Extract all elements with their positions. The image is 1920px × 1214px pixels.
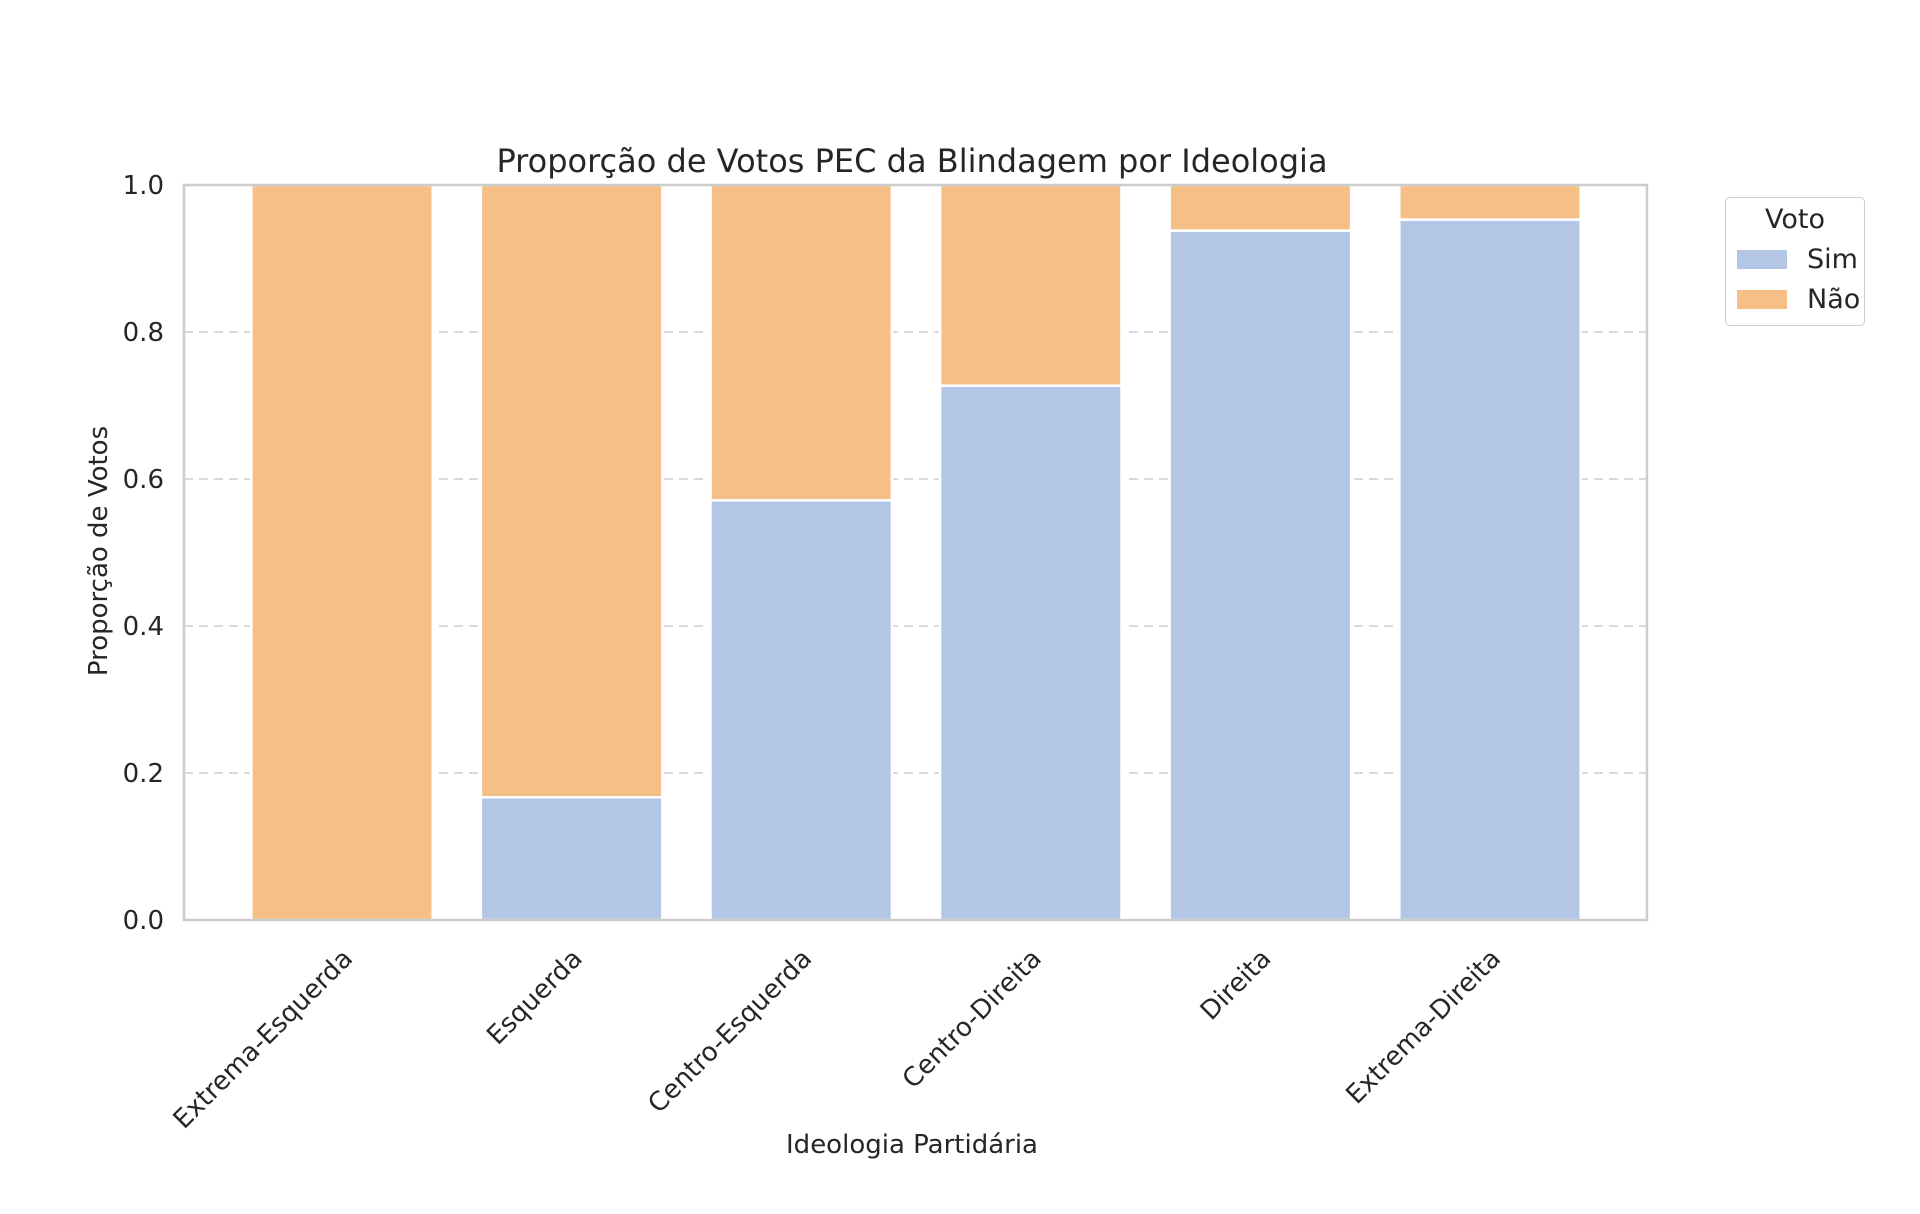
legend: Voto Sim Não [1725, 197, 1865, 326]
x-tick-label: Extrema-Direita [1340, 944, 1507, 1111]
chart-title: Proporção de Votos PEC da Blindagem por … [496, 142, 1327, 180]
y-tick-label: 0.2 [123, 759, 164, 789]
x-tick-label: Esquerda [481, 944, 588, 1051]
legend-swatch-nao [1737, 289, 1787, 309]
legend-label-nao: Não [1807, 283, 1861, 315]
x-tick-label: Centro-Direita [897, 944, 1048, 1095]
bar-no-2 [709, 183, 894, 502]
y-tick-label: 0.8 [123, 318, 164, 348]
bar-no-0 [250, 183, 434, 922]
plot-frame [182, 183, 1649, 922]
bar-sim-5 [1398, 218, 1582, 922]
x-tick-label: Direita [1195, 944, 1278, 1027]
bars [250, 183, 1582, 922]
legend-swatch-sim [1737, 249, 1787, 269]
bar-sim-4 [1168, 229, 1353, 922]
x-tick-label: Extrema-Esquerda [168, 944, 359, 1135]
y-tick-label: 0.0 [123, 906, 164, 936]
y-tick-label: 0.4 [123, 612, 164, 642]
legend-title: Voto [1765, 204, 1825, 235]
bar-sim-1 [479, 796, 664, 922]
y-tick-labels: 0.0 0.2 0.4 0.6 0.8 1.0 [123, 171, 164, 936]
y-tick-label: 1.0 [123, 171, 164, 201]
bar-no-3 [938, 183, 1123, 387]
bar-sim-3 [938, 384, 1123, 922]
x-tick-label: Centro-Esquerda [643, 944, 819, 1120]
bar-sim-2 [709, 499, 894, 922]
legend-label-sim: Sim [1807, 243, 1858, 275]
legend-item-nao: Não [1737, 283, 1861, 315]
x-tick-labels: Extrema-Esquerda Esquerda Centro-Esquerda C… [168, 944, 1507, 1135]
x-axis-label: Ideologia Partidária [786, 1130, 1038, 1160]
bar-no-4 [1168, 183, 1353, 232]
legend-item-sim: Sim [1737, 243, 1858, 275]
bar-no-5 [1398, 183, 1582, 221]
bar-no-1 [479, 183, 664, 799]
y-tick-label: 0.6 [123, 465, 164, 495]
y-axis-label: Proporção de Votos [84, 426, 114, 676]
